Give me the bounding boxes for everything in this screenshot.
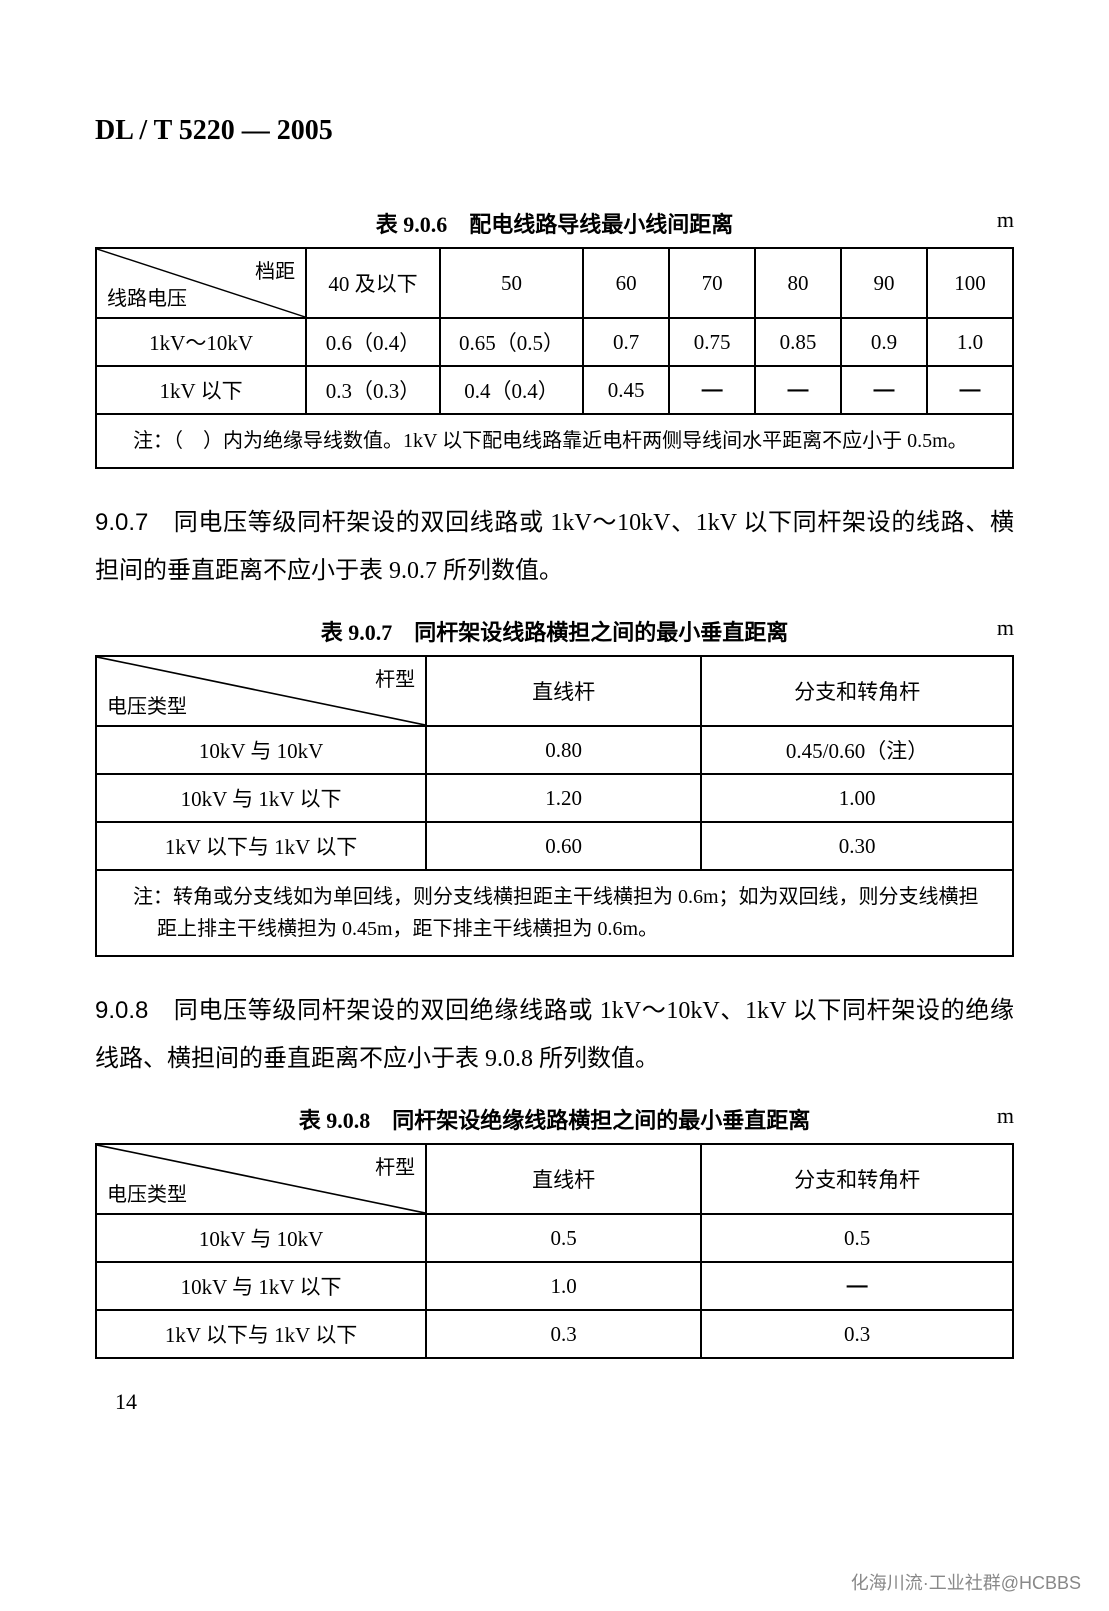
table-906: 档距 线路电压 40 及以下 50 60 70 80 90 100 1kV～10… (95, 247, 1014, 469)
caption-unit: m (997, 1103, 1014, 1129)
diag-top-label: 档距 (255, 255, 295, 284)
col-header: 40 及以下 (306, 248, 440, 318)
cell: 0.3 (426, 1310, 701, 1358)
paragraph-908: 9.0.8 同电压等级同杆架设的双回绝缘线路或 1kV～10kV、1kV 以下同… (95, 987, 1014, 1083)
paragraph-text: 同电压等级同杆架设的双回线路或 1kV～10kV、1kV 以下同杆架设的线路、横… (95, 510, 1014, 584)
table-906-caption: 表 9.0.6 配电线路导线最小线间距离 m (95, 207, 1014, 239)
row-label: 10kV 与 1kV 以下 (96, 1262, 426, 1310)
diag-top-label: 杆型 (375, 1151, 415, 1180)
cell: 0.3（0.3） (306, 366, 440, 414)
cell: 0.3 (701, 1310, 1013, 1358)
table-row: 杆型 电压类型 直线杆 分支和转角杆 (96, 1144, 1013, 1214)
table-row: 注：转角或分支线如为单回线，则分支线横担距主干线横担为 0.6m；如为双回线，则… (96, 870, 1013, 956)
row-label: 1kV 以下与 1kV 以下 (96, 822, 426, 870)
watermark: 化海川流·工业社群@HCBBS (851, 1569, 1081, 1595)
table-908-caption: 表 9.0.8 同杆架设绝缘线路横担之间的最小垂直距离 m (95, 1103, 1014, 1135)
diag-bottom-label: 电压类型 (107, 1178, 187, 1207)
caption-unit: m (997, 615, 1014, 641)
col-header: 50 (440, 248, 583, 318)
row-label: 1kV 以下与 1kV 以下 (96, 1310, 426, 1358)
cell: 0.6（0.4） (306, 318, 440, 366)
cell: 0.30 (701, 822, 1013, 870)
cell: — (841, 366, 927, 414)
page-number: 14 (115, 1389, 1014, 1415)
table-row: 10kV 与 1kV 以下 1.20 1.00 (96, 774, 1013, 822)
cell: — (701, 1262, 1013, 1310)
table-row: 杆型 电压类型 直线杆 分支和转角杆 (96, 656, 1013, 726)
diag-top-label: 杆型 (375, 663, 415, 692)
caption-text: 表 9.0.8 同杆架设绝缘线路横担之间的最小垂直距离 (299, 1108, 811, 1133)
cell: 0.85 (755, 318, 841, 366)
cell: 0.45/0.60（注） (701, 726, 1013, 774)
col-header: 70 (669, 248, 755, 318)
cell: 0.4（0.4） (440, 366, 583, 414)
section-number: 9.0.7 (95, 509, 148, 536)
table-row: 1kV 以下与 1kV 以下 0.3 0.3 (96, 1310, 1013, 1358)
cell: 1.00 (701, 774, 1013, 822)
table-row: 10kV 与 10kV 0.5 0.5 (96, 1214, 1013, 1262)
row-label: 10kV 与 1kV 以下 (96, 774, 426, 822)
table-907: 杆型 电压类型 直线杆 分支和转角杆 10kV 与 10kV 0.80 0.45… (95, 655, 1014, 957)
table-row: 1kV～10kV 0.6（0.4） 0.65（0.5） 0.7 0.75 0.8… (96, 318, 1013, 366)
paragraph-text: 同电压等级同杆架设的双回绝缘线路或 1kV～10kV、1kV 以下同杆架设的绝缘… (95, 998, 1014, 1072)
cell: 0.5 (426, 1214, 701, 1262)
caption-text: 表 9.0.7 同杆架设线路横担之间的最小垂直距离 (321, 620, 789, 645)
cell: 0.75 (669, 318, 755, 366)
cell: 1.0 (927, 318, 1013, 366)
caption-text: 表 9.0.6 配电线路导线最小线间距离 (376, 212, 734, 237)
diagonal-header: 杆型 电压类型 (96, 1144, 426, 1214)
caption-unit: m (997, 207, 1014, 233)
diag-bottom-label: 电压类型 (107, 690, 187, 719)
paragraph-907: 9.0.7 同电压等级同杆架设的双回线路或 1kV～10kV、1kV 以下同杆架… (95, 499, 1014, 595)
diagonal-header: 杆型 电压类型 (96, 656, 426, 726)
table-row: 档距 线路电压 40 及以下 50 60 70 80 90 100 (96, 248, 1013, 318)
cell: — (927, 366, 1013, 414)
cell: 0.7 (583, 318, 669, 366)
diagonal-header: 档距 线路电压 (96, 248, 306, 318)
cell: — (669, 366, 755, 414)
cell: — (755, 366, 841, 414)
cell: 0.60 (426, 822, 701, 870)
row-label: 10kV 与 10kV (96, 726, 426, 774)
cell: 0.9 (841, 318, 927, 366)
table-907-caption: 表 9.0.7 同杆架设线路横担之间的最小垂直距离 m (95, 615, 1014, 647)
section-number: 9.0.8 (95, 997, 148, 1024)
table-row: 1kV 以下 0.3（0.3） 0.4（0.4） 0.45 — — — — (96, 366, 1013, 414)
table-note: 注：转角或分支线如为单回线，则分支线横担距主干线横担为 0.6m；如为双回线，则… (96, 870, 1013, 956)
table-908: 杆型 电压类型 直线杆 分支和转角杆 10kV 与 10kV 0.5 0.5 1… (95, 1143, 1014, 1359)
col-header: 100 (927, 248, 1013, 318)
table-row: 注：（ ）内为绝缘导线数值。1kV 以下配电线路靠近电杆两侧导线间水平距离不应小… (96, 414, 1013, 468)
cell: 1.0 (426, 1262, 701, 1310)
cell: 0.5 (701, 1214, 1013, 1262)
col-header: 分支和转角杆 (701, 1144, 1013, 1214)
row-label: 10kV 与 10kV (96, 1214, 426, 1262)
table-row: 1kV 以下与 1kV 以下 0.60 0.30 (96, 822, 1013, 870)
table-note: 注：（ ）内为绝缘导线数值。1kV 以下配电线路靠近电杆两侧导线间水平距离不应小… (96, 414, 1013, 468)
table-row: 10kV 与 1kV 以下 1.0 — (96, 1262, 1013, 1310)
cell: 0.45 (583, 366, 669, 414)
col-header: 直线杆 (426, 656, 701, 726)
table-row: 10kV 与 10kV 0.80 0.45/0.60（注） (96, 726, 1013, 774)
cell: 1.20 (426, 774, 701, 822)
row-label: 1kV～10kV (96, 318, 306, 366)
col-header: 60 (583, 248, 669, 318)
diag-bottom-label: 线路电压 (107, 282, 187, 311)
cell: 0.65（0.5） (440, 318, 583, 366)
row-label: 1kV 以下 (96, 366, 306, 414)
col-header: 80 (755, 248, 841, 318)
document-id: DL / T 5220 — 2005 (95, 115, 1014, 147)
col-header: 分支和转角杆 (701, 656, 1013, 726)
col-header: 90 (841, 248, 927, 318)
cell: 0.80 (426, 726, 701, 774)
col-header: 直线杆 (426, 1144, 701, 1214)
